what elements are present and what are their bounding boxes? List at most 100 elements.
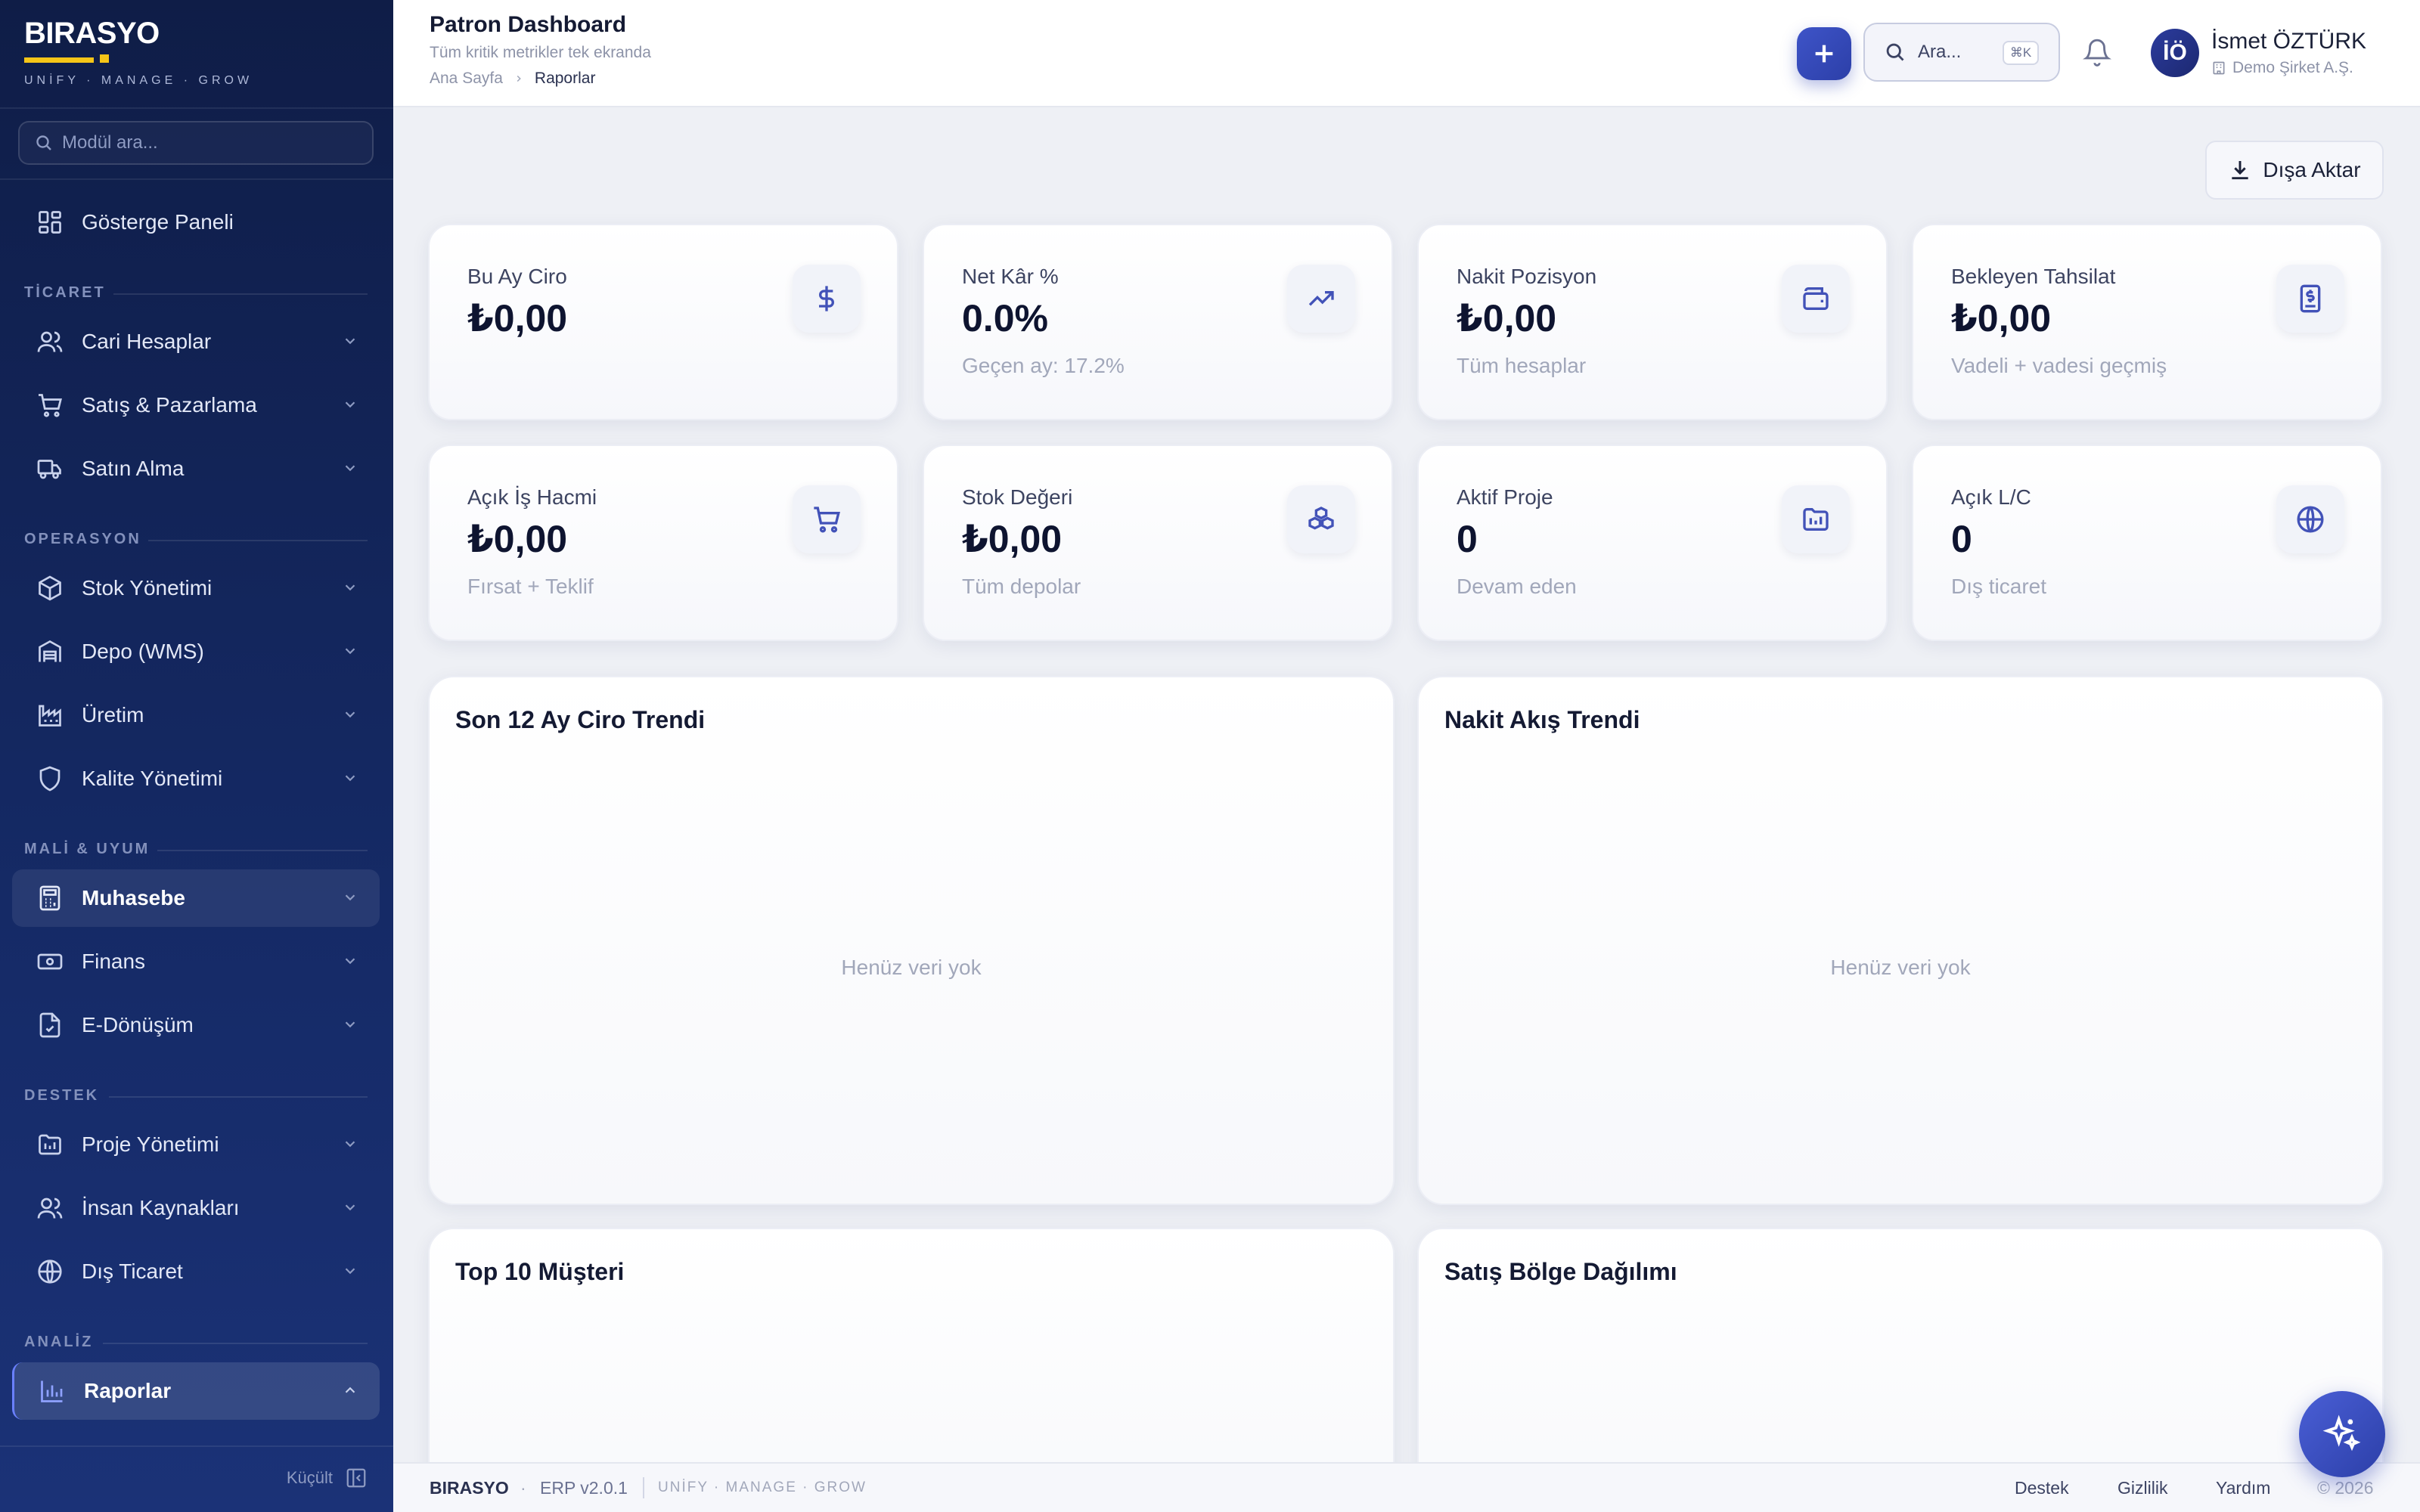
notifications-button[interactable] <box>2083 38 2111 70</box>
sidebar-item-insan-kaynaklari[interactable]: İnsan Kaynakları <box>12 1179 380 1237</box>
kpi-card[interactable]: Bekleyen Tahsilat ₺0,00 Vadeli + vadesi … <box>1912 224 2382 420</box>
chevron-down-icon <box>345 1204 355 1211</box>
trend-up-icon <box>1287 265 1355 333</box>
dollar-icon <box>793 265 861 333</box>
card-title: Son 12 Ay Ciro Trendi <box>455 706 706 733</box>
file-check-icon <box>33 1009 67 1042</box>
section-divider <box>148 540 368 541</box>
module-search-input[interactable] <box>62 132 349 153</box>
sidebar-item-label: Satış & Pazarlama <box>82 393 257 417</box>
page-title: Patron Dashboard <box>430 12 627 37</box>
sidebar-item-label: Muhasebe <box>82 886 185 909</box>
sidebar-item-cari-hesaplar[interactable]: Cari Hesaplar <box>12 313 380 370</box>
kpi-card[interactable]: Nakit Pozisyon ₺0,00 Tüm hesaplar <box>1417 224 1888 420</box>
sidebar-item-proje[interactable]: Proje Yönetimi <box>12 1116 380 1173</box>
kpi-card[interactable]: Bu Ay Ciro ₺0,00 <box>428 224 898 420</box>
kpi-card[interactable]: Aktif Proje 0 Devam eden <box>1417 445 1888 641</box>
sidebar-item-raporlar[interactable]: Raporlar <box>12 1362 380 1420</box>
truck-icon <box>33 452 67 485</box>
sidebar-item-muhasebe[interactable]: Muhasebe <box>12 869 380 927</box>
company-label[interactable]: Demo Şirket A.Ş. <box>2211 59 2353 77</box>
kpi-value: 0 <box>1457 518 1478 560</box>
sparkles-icon <box>2322 1414 2361 1452</box>
global-search[interactable]: Ara... ⌘K <box>1863 23 2060 82</box>
boxes-icon <box>1287 485 1355 553</box>
user-name[interactable]: İsmet ÖZTÜRK <box>2211 29 2367 54</box>
bar-chart-icon <box>36 1374 69 1408</box>
sidebar-item-label: Gösterge Paneli <box>82 210 234 234</box>
warehouse-icon <box>33 635 67 668</box>
section-divider <box>103 1343 368 1344</box>
chevron-down-icon <box>345 894 355 901</box>
calculator-icon <box>33 881 67 915</box>
sidebar-item-stok[interactable]: Stok Yönetimi <box>12 559 380 617</box>
kpi-value: 0 <box>1951 518 1972 560</box>
sidebar-item-dashboard[interactable]: Gösterge Paneli <box>12 194 380 251</box>
avatar[interactable]: İÖ <box>2151 29 2199 77</box>
sidebar-item-kalite[interactable]: Kalite Yönetimi <box>12 750 380 807</box>
kpi-title: Açık L/C <box>1951 485 2031 509</box>
footer-link-privacy[interactable]: Gizlilik <box>2118 1477 2168 1498</box>
brand-logo[interactable]: BIRASYO UNİFY · MANAGE · GROW <box>24 17 249 87</box>
kpi-card[interactable]: Açık L/C 0 Dış ticaret <box>1912 445 2382 641</box>
sidebar: BIRASYO UNİFY · MANAGE · GROW Gösterge P… <box>0 0 393 1512</box>
section-divider <box>157 850 368 851</box>
sidebar-item-e-donusum[interactable]: E-Dönüşüm <box>12 996 380 1054</box>
people-icon <box>33 1191 67 1225</box>
chevron-down-icon <box>345 465 355 472</box>
kpi-value: 0.0% <box>962 297 1048 339</box>
empty-state: Henüz veri yok <box>841 956 982 979</box>
sidebar-item-satis-pazarlama[interactable]: Satış & Pazarlama <box>12 376 380 434</box>
card-title: Satış Bölge Dağılımı <box>1444 1258 1677 1285</box>
kpi-title: Açık İş Hacmi <box>467 485 597 509</box>
empty-state: Henüz veri yok <box>1830 956 1971 979</box>
chevron-down-icon <box>345 338 355 345</box>
sidebar-item-label: Proje Yönetimi <box>82 1132 219 1156</box>
chevron-up-icon <box>345 1387 355 1393</box>
globe-icon <box>2276 485 2344 553</box>
brand-tagline: UNİFY · MANAGE · GROW <box>24 74 253 87</box>
kpi-value: ₺0,00 <box>1951 297 2052 339</box>
sidebar-item-finans[interactable]: Finans <box>12 933 380 990</box>
kpi-subtitle: Devam eden <box>1457 575 1577 598</box>
kpi-subtitle: Tüm hesaplar <box>1457 354 1587 377</box>
factory-icon <box>33 699 67 732</box>
kpi-title: Stok Değeri <box>962 485 1073 509</box>
kpi-card[interactable]: Stok Değeri ₺0,00 Tüm depolar <box>923 445 1393 641</box>
ai-assistant-button[interactable] <box>2299 1391 2385 1477</box>
search-icon <box>1886 43 1904 61</box>
sidebar-divider <box>0 178 393 180</box>
kpi-title: Nakit Pozisyon <box>1457 265 1597 288</box>
kpi-card[interactable]: Açık İş Hacmi ₺0,00 Fırsat + Teklif <box>428 445 898 641</box>
sidebar-item-satin-alma[interactable]: Satın Alma <box>12 440 380 497</box>
wallet-icon <box>1782 265 1850 333</box>
export-button[interactable]: Dışa Aktar <box>2205 141 2384 200</box>
module-search[interactable] <box>18 121 374 165</box>
chevron-down-icon <box>345 1021 355 1028</box>
breadcrumb-current: Raporlar <box>534 70 596 87</box>
kpi-subtitle: Tüm depolar <box>962 575 1081 598</box>
sidebar-item-label: Cari Hesaplar <box>82 330 212 353</box>
chevron-down-icon <box>345 401 355 408</box>
company-name: Demo Şirket A.Ş. <box>2232 59 2353 76</box>
cash-flow-trend-card: Nakit Akış Trendi Henüz veri yok <box>1417 676 2384 1205</box>
sidebar-item-uretim[interactable]: Üretim <box>12 686 380 744</box>
brand-underline <box>24 57 94 63</box>
kpi-card[interactable]: Net Kâr % 0.0% Geçen ay: 17.2% <box>923 224 1393 420</box>
sidebar-item-depo[interactable]: Depo (WMS) <box>12 623 380 680</box>
sidebar-item-label: Dış Ticaret <box>82 1259 183 1283</box>
card-title: Top 10 Müşteri <box>455 1258 625 1285</box>
breadcrumb-home[interactable]: Ana Sayfa <box>430 70 503 87</box>
quick-add-button[interactable] <box>1797 27 1851 80</box>
sidebar-item-label: E-Dönüşüm <box>82 1013 194 1036</box>
dashboard-icon <box>33 206 67 239</box>
collapse-sidebar-button[interactable]: Küçült <box>287 1467 368 1489</box>
panel-collapse-icon <box>346 1468 366 1488</box>
footer-link-help[interactable]: Yardım <box>2216 1477 2271 1498</box>
box-icon <box>33 572 67 605</box>
footer-copyright: © 2026 <box>2317 1477 2374 1498</box>
sidebar-item-dis-ticaret[interactable]: Dış Ticaret <box>12 1243 380 1300</box>
footer-link-support[interactable]: Destek <box>2015 1477 2069 1498</box>
section-label-destek: DESTEK <box>24 1087 100 1104</box>
kpi-subtitle: Fırsat + Teklif <box>467 575 594 598</box>
